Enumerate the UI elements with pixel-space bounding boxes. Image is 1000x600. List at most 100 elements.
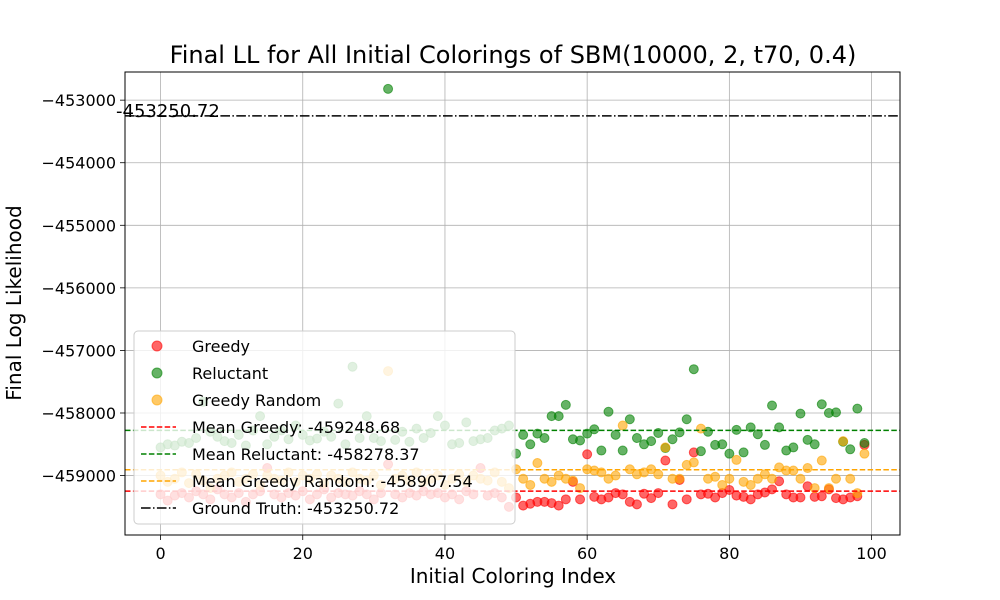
x-tick-label: 100: [856, 544, 887, 563]
legend-marker-greedy-random: [151, 394, 163, 406]
point-reluctant: [553, 411, 564, 422]
point-reluctant: [674, 427, 685, 438]
point-reluctant: [809, 439, 820, 450]
point-reluctant: [767, 400, 778, 411]
point-greedy: [660, 455, 671, 466]
legend-label-mean-greedy-random: Mean Greedy Random: -458907.54: [192, 472, 473, 491]
point-reluctant: [845, 444, 856, 455]
point-greedy: [724, 484, 735, 495]
x-tick-label: 60: [577, 544, 597, 563]
point-reluctant: [667, 434, 678, 445]
point-greedy: [575, 494, 586, 505]
y-tick-label: −453000: [42, 91, 116, 110]
legend-label-mean-reluctant: Mean Reluctant: -458278.37: [192, 445, 420, 464]
point-greedy-random: [653, 469, 664, 480]
point-greedy-random: [802, 463, 813, 474]
point-greedy: [646, 493, 657, 504]
point-reluctant: [759, 439, 770, 450]
point-reluctant: [624, 414, 635, 425]
point-reluctant: [695, 446, 706, 457]
point-greedy: [816, 491, 827, 502]
point-greedy-random: [710, 471, 721, 482]
point-greedy: [667, 499, 678, 510]
point-greedy: [653, 488, 664, 499]
point-greedy-random: [752, 473, 763, 484]
point-reluctant: [738, 447, 749, 458]
point-greedy: [631, 499, 642, 510]
point-greedy-random: [831, 473, 842, 484]
point-greedy-random: [767, 473, 778, 484]
y-tick-label: −457000: [42, 341, 116, 360]
point-reluctant: [631, 433, 642, 444]
point-reluctant: [617, 445, 628, 456]
point-greedy-random: [838, 436, 849, 447]
y-tick-label: −459000: [42, 467, 116, 486]
point-greedy: [603, 492, 614, 503]
axis-ticks: 0 20 40 60 80 100 −459000 −458000 −457000 −456000…: [42, 91, 887, 563]
point-reluctant: [795, 408, 806, 419]
point-greedy-random: [617, 420, 628, 431]
point-reluctant: [802, 434, 813, 445]
point-reluctant: [646, 436, 657, 447]
point-reluctant: [717, 439, 728, 450]
point-greedy: [582, 449, 593, 460]
legend-box: [133, 330, 516, 525]
point-reluctant: [575, 435, 586, 446]
point-greedy-random: [731, 454, 742, 465]
point-greedy-random: [567, 475, 578, 486]
point-reluctant: [560, 399, 571, 410]
y-tick-label: −458000: [42, 404, 116, 423]
y-axis-label: Final Log Likelihood: [2, 205, 26, 400]
y-tick-label: −455000: [42, 216, 116, 235]
legend-label-ground-truth: Ground Truth: -453250.72: [192, 499, 399, 518]
point-reluctant: [582, 428, 593, 439]
point-reluctant: [518, 429, 529, 440]
point-greedy-random: [823, 483, 834, 494]
chart-title: Final LL for All Initial Colorings of SB…: [170, 41, 857, 69]
point-reluctant: [859, 438, 870, 449]
point-greedy: [681, 494, 692, 505]
point-greedy-random: [845, 473, 856, 484]
point-reluctant: [831, 407, 842, 418]
x-tick-label: 20: [293, 544, 313, 563]
point-greedy-random: [525, 479, 536, 490]
point-reluctant: [816, 399, 827, 410]
point-greedy: [560, 494, 571, 505]
point-reluctant: [603, 406, 614, 417]
point-reluctant: [589, 424, 600, 435]
point-reluctant: [688, 364, 699, 375]
legend-label-mean-greedy: Mean Greedy: -459248.68: [192, 418, 400, 437]
legend: Greedy Reluctant Greedy Random Mean Gree…: [133, 330, 516, 525]
x-tick-label: 0: [155, 544, 165, 563]
point-greedy-random: [717, 479, 728, 490]
x-tick-label: 40: [435, 544, 455, 563]
legend-label-greedy: Greedy: [192, 337, 250, 356]
point-reluctant: [596, 445, 607, 456]
legend-marker-greedy: [151, 340, 163, 352]
point-greedy: [745, 494, 756, 505]
point-reluctant: [774, 422, 785, 433]
point-greedy-random: [674, 473, 685, 484]
point-reluctant: [383, 83, 394, 94]
point-greedy-random: [816, 455, 827, 466]
point-reluctant: [532, 428, 543, 439]
point-greedy-random: [788, 465, 799, 476]
plot-frame: [124, 71, 901, 536]
point-greedy: [617, 489, 628, 500]
point-reluctant: [724, 448, 735, 459]
point-greedy-random: [695, 423, 706, 434]
point-greedy-random: [859, 448, 870, 459]
legend-label-greedy-random: Greedy Random: [192, 391, 321, 410]
legend-label-reluctant: Reluctant: [192, 364, 268, 383]
point-reluctant: [681, 414, 692, 425]
x-tick-label: 80: [719, 544, 739, 563]
y-tick-label: −456000: [42, 279, 116, 298]
point-greedy-random: [575, 483, 586, 494]
point-reluctant: [525, 439, 536, 450]
point-reluctant: [610, 429, 621, 440]
point-greedy-random: [660, 442, 671, 453]
point-reluctant: [745, 422, 756, 433]
point-greedy: [767, 484, 778, 495]
point-greedy-random: [795, 473, 806, 484]
point-greedy-random: [546, 476, 557, 487]
